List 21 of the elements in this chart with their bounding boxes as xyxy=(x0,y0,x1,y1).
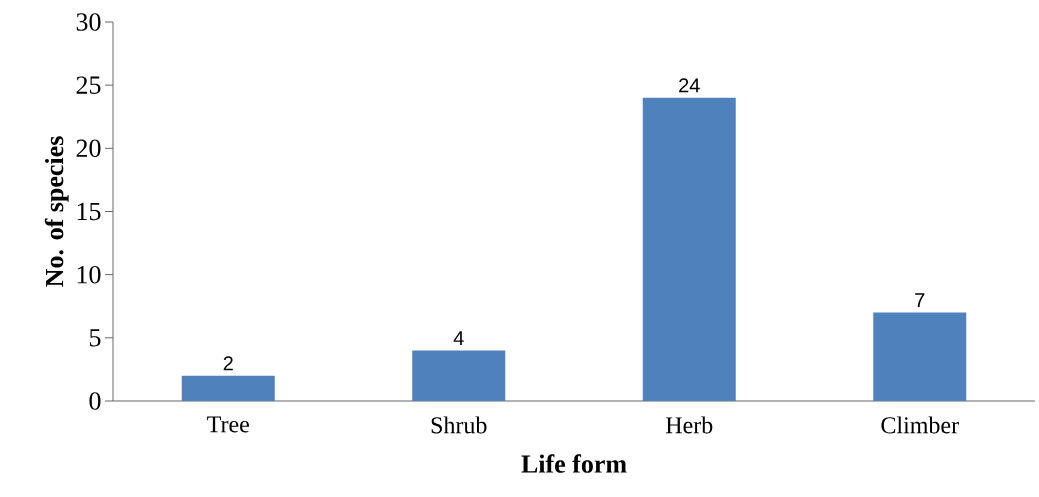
bar xyxy=(873,312,967,401)
x-tick-label: Herb xyxy=(665,416,713,434)
x-tick-label: Climber xyxy=(881,416,959,434)
bar xyxy=(412,350,506,401)
y-axis-title: No. of species xyxy=(44,136,69,287)
data-label: 4 xyxy=(453,331,464,345)
y-tick-label: 25 xyxy=(76,76,101,94)
data-label: 7 xyxy=(915,293,925,308)
y-tick-label: 10 xyxy=(77,265,101,284)
x-tick-label: Shrub xyxy=(431,416,487,434)
y-tick-label: 30 xyxy=(76,13,101,31)
y-tick-label: 15 xyxy=(77,202,101,221)
y-tick-label: 0 xyxy=(89,392,101,410)
data-label: 2 xyxy=(223,356,233,371)
bar xyxy=(181,375,275,401)
bar xyxy=(642,97,736,401)
x-axis-title: Life form xyxy=(521,454,627,473)
data-label: 24 xyxy=(679,78,700,93)
x-tick-label: Tree xyxy=(207,416,249,433)
y-tick-label: 5 xyxy=(89,329,101,347)
y-tick-label: 20 xyxy=(76,139,101,158)
